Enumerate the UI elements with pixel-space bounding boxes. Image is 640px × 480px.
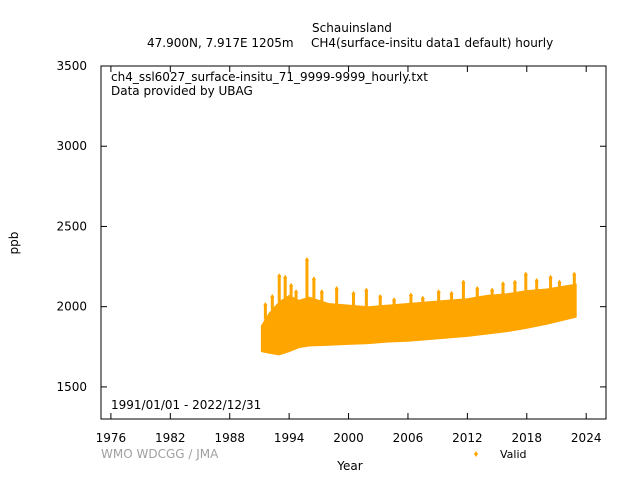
- x-tick-label: 2006: [393, 431, 424, 445]
- y-axis-label: ppb: [7, 232, 21, 255]
- data-band: [260, 283, 577, 356]
- x-tick-label: 1994: [274, 431, 305, 445]
- x-axis-label: Year: [336, 459, 362, 473]
- data-point: [461, 279, 466, 286]
- x-tick-label: 2000: [333, 431, 364, 445]
- y-tick-label: 3500: [56, 59, 87, 73]
- plot-area: [260, 257, 577, 356]
- legend: Valid: [474, 448, 527, 461]
- data-point: [572, 271, 577, 278]
- data-point: [319, 289, 324, 296]
- x-tick-label: 1982: [155, 431, 186, 445]
- x-tick-label: 1976: [96, 431, 127, 445]
- x-tick-label: 2012: [452, 431, 483, 445]
- data-point: [270, 294, 275, 301]
- data-point: [523, 271, 528, 278]
- data-point: [378, 294, 383, 301]
- file-name-label: ch4_ssl6027_surface-insitu_71_9999-9999_…: [111, 70, 428, 84]
- data-point: [436, 289, 441, 296]
- data-point: [304, 257, 309, 264]
- data-point: [408, 292, 413, 299]
- data-point: [557, 279, 562, 286]
- data-point: [501, 281, 506, 288]
- legend-marker-icon: [474, 451, 478, 457]
- data-point: [512, 279, 517, 286]
- y-tick-label: 1500: [56, 380, 87, 394]
- data-point: [534, 278, 539, 285]
- data-point: [475, 286, 480, 293]
- data-point: [548, 274, 553, 281]
- data-point: [334, 286, 339, 293]
- data-point: [283, 274, 288, 281]
- data-point: [364, 287, 369, 294]
- y-axis: 1500 2000 2500 3000 3500: [56, 59, 606, 394]
- data-spike-layer: [263, 257, 577, 320]
- legend-label: Valid: [500, 448, 527, 461]
- period-label: 1991/01/01 - 2022/12/31: [111, 398, 261, 412]
- data-point: [294, 289, 299, 296]
- x-tick-label: 2018: [512, 431, 543, 445]
- data-point: [311, 276, 316, 283]
- data-point: [449, 290, 454, 297]
- data-point: [490, 287, 495, 294]
- data-point: [351, 290, 356, 297]
- y-tick-label: 2500: [56, 219, 87, 233]
- credit-label: WMO WDCGG / JMA: [101, 447, 219, 461]
- data-point: [277, 273, 282, 280]
- plot-frame: [100, 65, 607, 420]
- x-axis: 1976 1982 1988 1994 2000 2006 2012 2018 2024: [96, 66, 602, 445]
- chart-subtitle-location: 47.900N, 7.917E 1205m: [147, 36, 294, 50]
- chart-subtitle-species: CH4(surface-insitu data1 default) hourly: [311, 36, 553, 50]
- chart-title: Schauinsland: [312, 21, 392, 35]
- x-tick-label: 2024: [571, 431, 602, 445]
- data-band-layer: [260, 283, 577, 356]
- y-tick-label: 3000: [56, 139, 87, 153]
- data-point: [289, 282, 294, 289]
- x-tick-label: 1988: [214, 431, 245, 445]
- data-point: [420, 295, 425, 302]
- data-point: [263, 302, 268, 309]
- data-point: [392, 297, 397, 304]
- y-tick-label: 2000: [56, 300, 87, 314]
- data-provider-label: Data provided by UBAG: [111, 84, 253, 98]
